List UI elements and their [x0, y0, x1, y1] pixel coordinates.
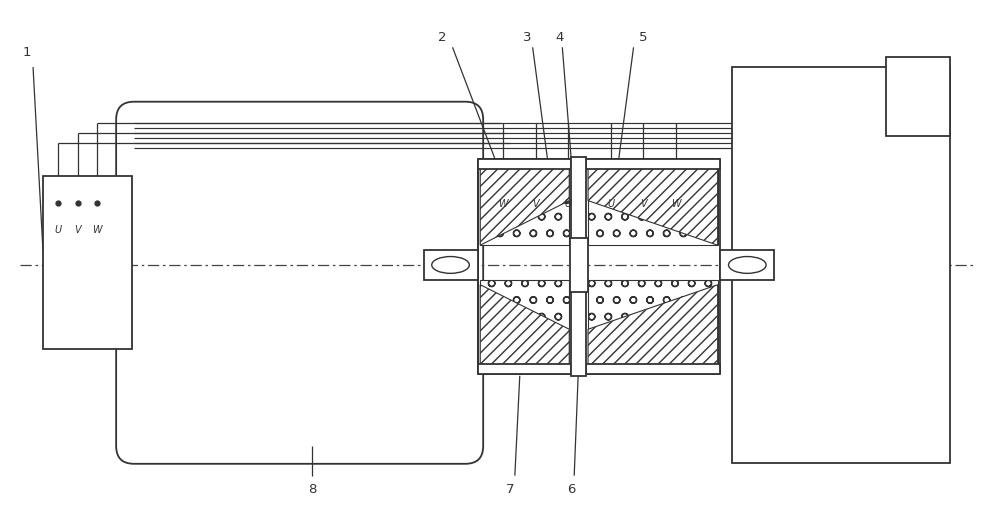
Bar: [586, 364, 720, 374]
Ellipse shape: [432, 256, 469, 274]
Bar: [478, 364, 571, 374]
Bar: [480, 280, 569, 364]
Polygon shape: [588, 159, 718, 245]
Text: 6: 6: [567, 483, 575, 496]
Text: U: U: [565, 199, 572, 209]
Text: 8: 8: [308, 483, 316, 496]
FancyBboxPatch shape: [116, 102, 483, 464]
Text: U: U: [607, 199, 614, 209]
Bar: [586, 159, 720, 169]
Text: V: V: [532, 199, 539, 209]
Bar: [571, 157, 586, 376]
Bar: [570, 238, 588, 292]
Text: 7: 7: [506, 483, 514, 496]
Polygon shape: [588, 285, 718, 374]
Text: V: V: [640, 199, 647, 209]
Bar: [43, 176, 132, 349]
Text: 4: 4: [555, 31, 564, 44]
Bar: [886, 57, 950, 136]
Bar: [424, 250, 478, 280]
Text: W: W: [498, 199, 508, 209]
Text: 2: 2: [438, 31, 447, 44]
Text: 1: 1: [23, 46, 31, 59]
Bar: [588, 280, 718, 364]
Text: U: U: [54, 225, 61, 236]
Text: 5: 5: [639, 31, 648, 44]
Polygon shape: [480, 159, 569, 245]
Bar: [732, 67, 950, 463]
Bar: [480, 161, 569, 245]
Bar: [720, 250, 774, 280]
Text: 3: 3: [523, 31, 532, 44]
Bar: [588, 161, 718, 245]
Text: V: V: [74, 225, 81, 236]
Bar: [478, 159, 571, 169]
Text: W: W: [93, 225, 102, 236]
Ellipse shape: [729, 256, 766, 274]
Text: W: W: [671, 199, 681, 209]
Polygon shape: [480, 285, 569, 374]
